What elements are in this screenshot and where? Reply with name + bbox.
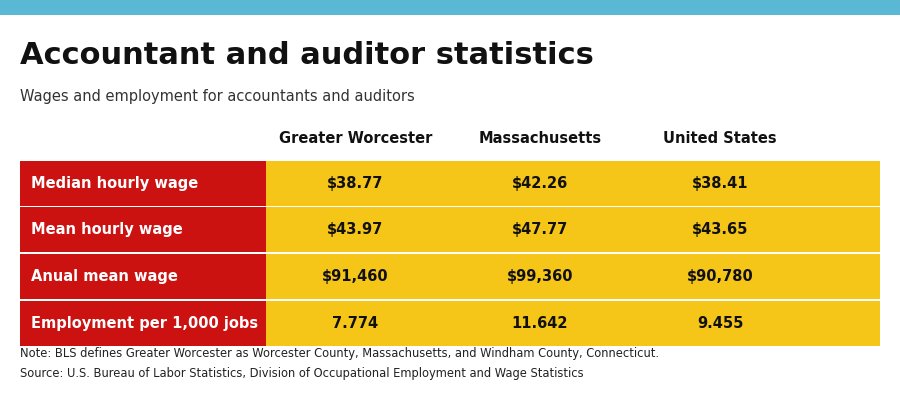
Text: 11.642: 11.642 (512, 316, 568, 331)
Text: Source: U.S. Bureau of Labor Statistics, Division of Occupational Employment and: Source: U.S. Bureau of Labor Statistics,… (20, 367, 583, 380)
Text: Greater Worcester: Greater Worcester (279, 131, 432, 146)
Text: Note: BLS defines Greater Worcester as Worcester County, Massachusetts, and Wind: Note: BLS defines Greater Worcester as W… (20, 347, 659, 360)
Text: $90,780: $90,780 (687, 269, 753, 284)
Text: Employment per 1,000 jobs: Employment per 1,000 jobs (31, 316, 257, 331)
Text: $38.77: $38.77 (328, 176, 383, 191)
Text: Anual mean wage: Anual mean wage (31, 269, 177, 284)
Text: $47.77: $47.77 (512, 222, 568, 237)
Text: 7.774: 7.774 (332, 316, 379, 331)
Text: $42.26: $42.26 (512, 176, 568, 191)
Text: $99,360: $99,360 (507, 269, 573, 284)
Text: Mean hourly wage: Mean hourly wage (31, 222, 183, 237)
Text: $43.65: $43.65 (692, 222, 748, 237)
Text: $43.97: $43.97 (328, 222, 383, 237)
Text: Wages and employment for accountants and auditors: Wages and employment for accountants and… (20, 89, 415, 104)
Text: United States: United States (663, 131, 777, 146)
Text: Accountant and auditor statistics: Accountant and auditor statistics (20, 41, 594, 70)
Text: Median hourly wage: Median hourly wage (31, 176, 198, 191)
Text: $91,460: $91,460 (322, 269, 389, 284)
Text: 9.455: 9.455 (697, 316, 743, 331)
Text: Massachusetts: Massachusetts (479, 131, 601, 146)
Text: $38.41: $38.41 (692, 176, 748, 191)
